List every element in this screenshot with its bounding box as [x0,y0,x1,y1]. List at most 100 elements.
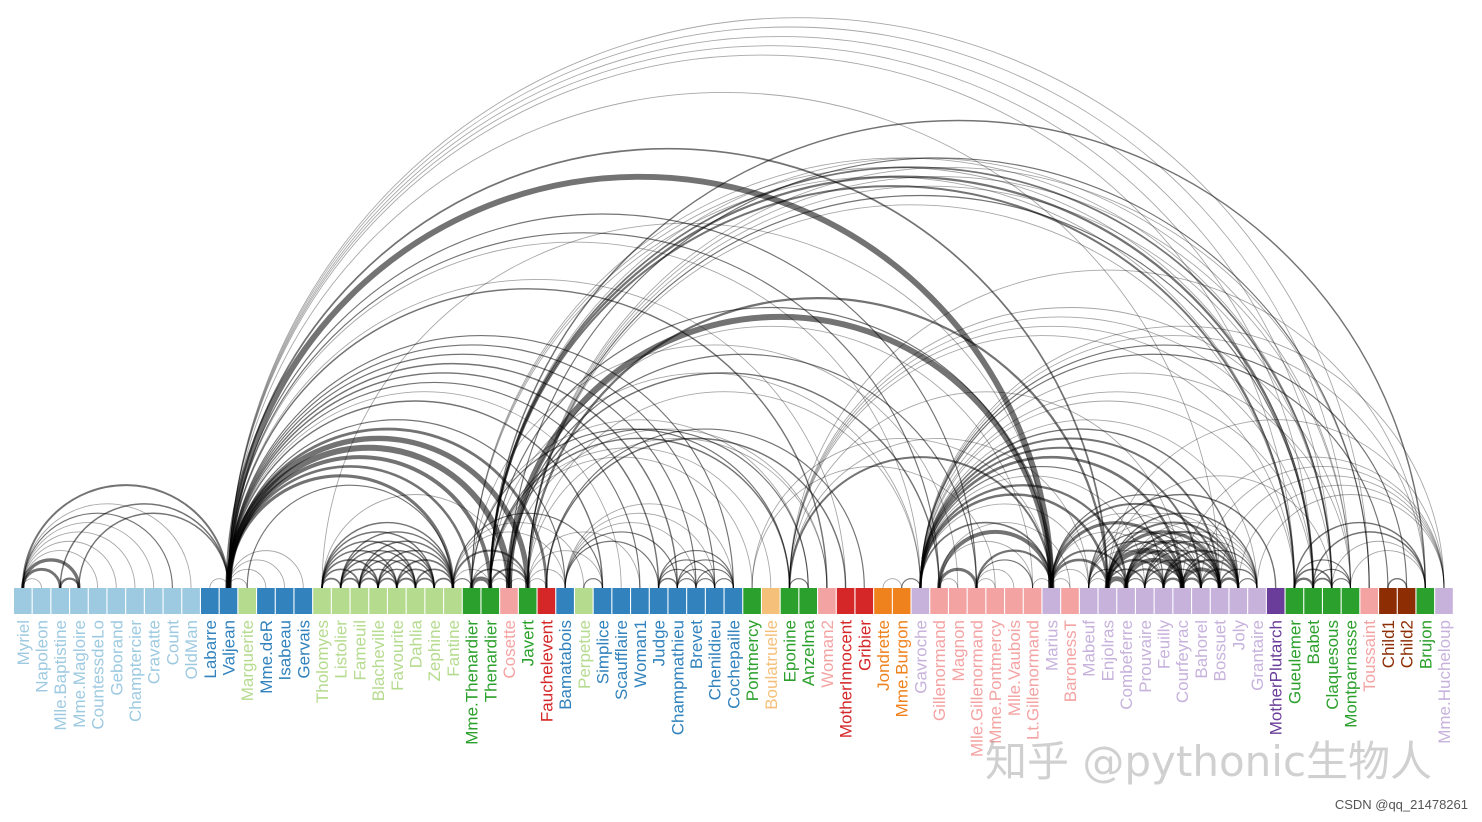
node-label: Babet [1304,620,1323,665]
arc-link [658,568,697,589]
node-label: Gavroche [911,620,930,694]
arc-links [21,17,1445,589]
arc-link [228,54,1295,589]
arc-link [395,577,417,589]
node-box [518,588,537,614]
node-box [1192,588,1210,614]
node-label: BaronessT [1061,620,1080,702]
node-label: Claquesous [1323,620,1342,710]
arc-link [1293,521,1427,589]
node-box [649,588,668,614]
arc-link [751,438,1052,589]
arc-link [22,503,192,589]
node-box [1154,588,1173,614]
node-box [388,588,406,614]
arc-link [1088,578,1108,589]
node-box [743,588,761,614]
node-label: Marguerite [238,620,257,701]
arc-link [919,325,1445,589]
arc-link [21,484,230,589]
node-label: Cochepaille [724,620,743,709]
arc-link [227,232,940,589]
arc-link [1049,521,1184,589]
arc-link [1162,549,1240,589]
node-label: Prouvaire [1136,620,1155,693]
arc-link [1125,530,1240,589]
arc-link [469,576,493,589]
node-label: Mlle.Gillenormand [968,620,987,757]
arc-link [564,512,716,589]
node-label: Mme.Magloire [70,620,89,728]
arc-link [321,521,454,589]
arc-link [78,512,230,589]
arc-link [527,531,641,589]
arc-link [321,494,510,589]
credit-text: CSDN @qq_21478261 [1334,797,1468,812]
arc-link [321,531,435,589]
arc-link [1200,466,1445,589]
arc-link [789,307,1351,589]
node-label: Mlle.Vaubois [1005,620,1024,716]
node-label: Bamatabois [556,620,575,710]
arc-link [1124,539,1222,589]
node-box [88,588,107,614]
node-label: Geborand [107,620,126,696]
node-label: Champtercier [126,620,145,722]
node-box [836,588,855,614]
node-box [294,588,313,614]
arc-link [1088,540,1183,589]
node-box [930,588,948,614]
node-box [1323,588,1341,614]
arc-link [227,334,734,589]
node-box [1136,588,1154,614]
arc-link [227,400,604,589]
arc-link [527,166,1370,589]
node-box [986,588,1004,614]
node-box [481,588,500,614]
node-box [799,588,817,614]
node-label: MotherInnocent [837,620,856,738]
node-label: Montparnasse [1342,620,1361,728]
node-box [500,588,518,614]
node-label: Blacheville [369,620,388,701]
arc-link [919,428,1240,589]
node-label: Fauchelevent [537,620,556,722]
arc-link [1144,568,1183,589]
arc-link [377,559,435,589]
arc-link [321,577,342,589]
node-label: Perpetue [575,620,594,689]
arc-link [339,540,435,589]
arc-link [937,530,1054,589]
node-box [1360,588,1378,614]
arc-link [321,222,1052,589]
node-label: Mabeuf [1080,620,1099,677]
node-box [444,588,462,614]
arc-link [1144,559,1202,589]
arc-link [564,540,660,589]
arc-link [1387,577,1408,589]
arc-link [22,522,155,589]
arc-link [1088,568,1127,589]
node-label: Champmathieu [668,620,687,735]
arc-link [358,577,379,589]
arc-link [882,578,903,589]
arc-link [508,372,940,589]
arc-link [471,428,791,589]
node-box [70,588,88,614]
arc-link [714,578,734,589]
arc-link [1256,494,1445,589]
arc-link [471,419,809,589]
node-label: Brujon [1416,620,1435,669]
node-label: Fameuil [350,620,369,680]
node-label: Jondrette [874,620,893,691]
arc-link [676,568,716,589]
arc-link [433,577,454,589]
node-box [631,588,649,614]
arc-link [919,455,1184,589]
arc-link [1218,568,1258,589]
node-label: Feuilly [1155,620,1174,670]
arc-link [527,578,547,589]
arc-link [452,578,473,589]
arc-link [789,316,1333,589]
node-label: Javert [519,620,538,667]
